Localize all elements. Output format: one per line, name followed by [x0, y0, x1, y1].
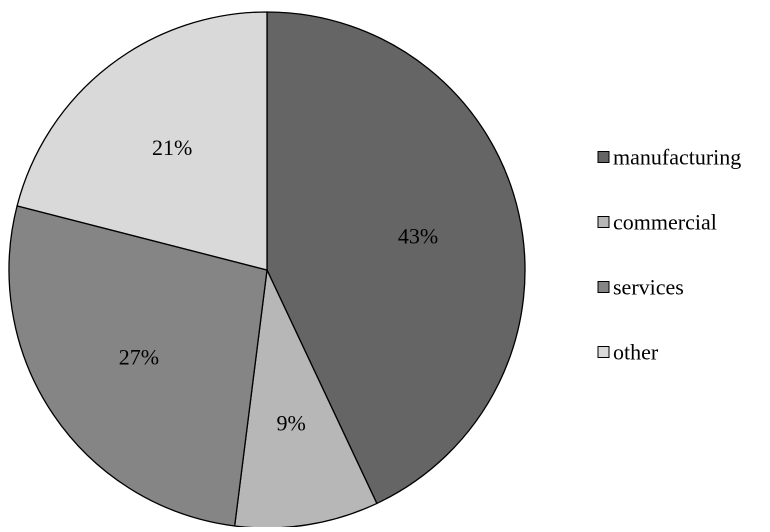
legend-swatch-commercial [597, 216, 610, 228]
legend-swatch-services [597, 281, 610, 293]
pie-slice-manufacturing [266, 11, 526, 505]
pie-slices [8, 11, 526, 529]
legend-label-other: other [613, 340, 659, 365]
legend-label-commercial: commercial [613, 210, 717, 235]
slice-label-services: 27% [119, 345, 159, 370]
legend-label-manufacturing: manufacturing [613, 145, 741, 170]
legend-item-commercial: commercial [597, 210, 717, 235]
pie-slice-other [16, 11, 268, 271]
legend-item-services: services [597, 275, 684, 300]
legend-swatch-manufacturing [597, 151, 610, 163]
legend-item-other: other [597, 340, 659, 365]
legend-swatch-other [597, 346, 610, 358]
slice-label-other: 21% [152, 135, 192, 160]
legend-item-manufacturing: manufacturing [597, 145, 741, 170]
pie-slice-services [8, 205, 268, 527]
slice-label-manufacturing: 43% [398, 224, 438, 249]
legend: manufacturing commercial services other [597, 145, 741, 365]
slice-label-commercial: 9% [277, 410, 306, 435]
legend-label-services: services [613, 275, 684, 300]
pie-slice-labels: 43% 9% 27% 21% [119, 135, 438, 435]
